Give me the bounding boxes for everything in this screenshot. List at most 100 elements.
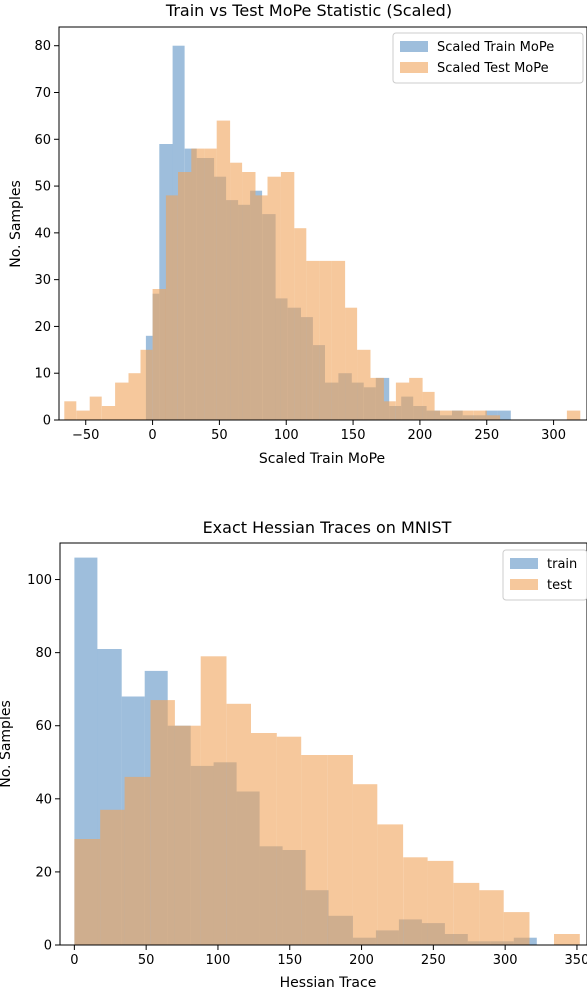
bar-test-17 [503,912,530,945]
bar-scaled-test-mope-23 [357,349,371,420]
chart-hessian-histogram: Exact Hessian Traces on MNIST 0 50 100 150 2… [0,518,587,991]
bar-scaled-test-mope-12 [216,120,231,420]
bar-scaled-test-mope-18 [294,228,307,420]
bar-scaled-test-mope-29 [434,410,448,420]
bar-scaled-test-mope-5 [128,373,141,420]
x-tick-label: 250 [421,953,446,968]
y-tick-label: 70 [34,86,51,101]
plot-frame [58,26,587,421]
bar-scaled-test-mope-24 [370,377,384,420]
x-tick-label: −50 [72,428,99,443]
x-tick-label: 200 [407,428,432,443]
x-tick-label: 0 [148,428,156,443]
chart-title: Train vs Test MoPe Statistic (Scaled) [165,1,452,20]
bar-scaled-test-mope-26 [395,382,410,420]
bar-test-8 [276,736,302,945]
bar-scaled-test-mope-9 [178,172,192,420]
bar-scaled-test-mope-31 [461,410,474,420]
bar-scaled-test-mope-21 [331,260,346,420]
y-tick-label: 100 [27,573,52,588]
x-tick-label: 50 [138,953,155,968]
y-tick-label: 30 [34,273,51,288]
legend-swatch [510,558,538,569]
y-tick-label: 0 [44,939,52,954]
x-axis-ticks: 0 50 100 150 200 250 300 350 [70,945,587,968]
bar-scaled-test-mope-19 [306,260,320,420]
x-tick-label: 100 [206,953,231,968]
bars-layer [74,557,580,945]
bar-scaled-test-mope-4 [115,382,129,420]
bar-scaled-test-mope-16 [267,176,281,420]
y-tick-label: 50 [34,180,51,195]
legend-swatch [400,62,428,73]
bar-test-7 [251,733,277,945]
y-axis-label: No. Samples [8,180,24,267]
x-tick-label: 0 [70,953,78,968]
y-axis-ticks: 0 20 40 60 80 100 [27,573,60,954]
bar-scaled-test-mope-8 [165,195,178,420]
x-tick-label: 300 [493,953,518,968]
legend-label: Scaled Train MoPe [437,40,554,55]
bar-test-6 [226,703,251,945]
bars-layer [64,45,581,421]
bar-test-9 [301,755,327,945]
bar-test-15 [453,882,480,945]
x-tick-label: 200 [349,953,374,968]
chart-mope-histogram: Train vs Test MoPe Statistic (Scaled) −5… [8,1,587,467]
bar-scaled-test-mope-25 [383,401,396,420]
bar-scaled-test-mope-2 [89,396,102,420]
bar-scaled-test-mope-13 [230,162,243,420]
bar-scaled-test-mope-35 [566,410,581,420]
bar-scaled-test-mope-17 [280,172,295,420]
bar-scaled-test-mope-32 [473,410,487,420]
bar-scaled-test-mope-20 [319,260,332,420]
bar-scaled-test-mope-10 [191,148,205,420]
x-tick-label: 150 [341,428,366,443]
chart-title: Exact Hessian Traces on MNIST [203,518,452,537]
y-tick-label: 60 [35,719,52,734]
bar-test-0 [74,839,101,945]
bar-scaled-train-mope-29 [497,410,511,420]
y-axis-label: No. Samples [0,700,14,787]
y-tick-label: 20 [35,865,52,880]
bar-scaled-test-mope-28 [422,391,435,420]
bar-scaled-test-mope-15 [255,195,268,420]
y-tick-label: 80 [35,646,52,661]
bar-test-5 [200,656,227,945]
bar-test-4 [174,725,201,945]
bar-scaled-test-mope-11 [204,148,217,420]
x-tick-label: 100 [274,428,299,443]
y-tick-label: 20 [34,320,51,335]
legend-label: train [547,557,577,572]
bar-scaled-test-mope-27 [409,377,423,420]
y-axis-ticks: 0 10 20 30 40 50 60 70 80 [34,39,59,429]
bar-test-10 [327,755,353,945]
bar-test-14 [427,860,454,945]
bar-scaled-test-mope-0 [64,401,77,420]
y-tick-label: 80 [34,39,51,54]
y-tick-label: 40 [34,226,51,241]
x-tick-label: 250 [474,428,499,443]
x-axis-ticks: −50 0 50 100 150 200 250 300 [72,420,566,443]
legend: Scaled Train MoPe Scaled Test MoPe [392,32,584,84]
bar-test-13 [403,857,428,945]
legend: train test [502,549,587,601]
bar-test-2 [124,776,151,945]
y-tick-label: 0 [43,414,51,429]
bar-scaled-test-mope-6 [140,349,153,420]
bar-scaled-test-mope-30 [448,410,462,420]
bar-test-19 [554,934,580,945]
legend-label: Scaled Test MoPe [437,61,549,76]
bar-test-12 [377,824,404,945]
bar-test-1 [100,809,125,945]
x-tick-label: 150 [277,953,302,968]
bar-scaled-test-mope-3 [101,406,116,420]
bar-scaled-test-mope-22 [345,307,358,420]
y-tick-label: 10 [34,367,51,382]
x-axis-label: Scaled Train MoPe [259,451,385,467]
bar-test-3 [150,700,175,945]
bar-scaled-test-mope-14 [242,172,256,420]
legend-box [392,32,584,84]
bar-scaled-test-mope-33 [486,415,501,420]
